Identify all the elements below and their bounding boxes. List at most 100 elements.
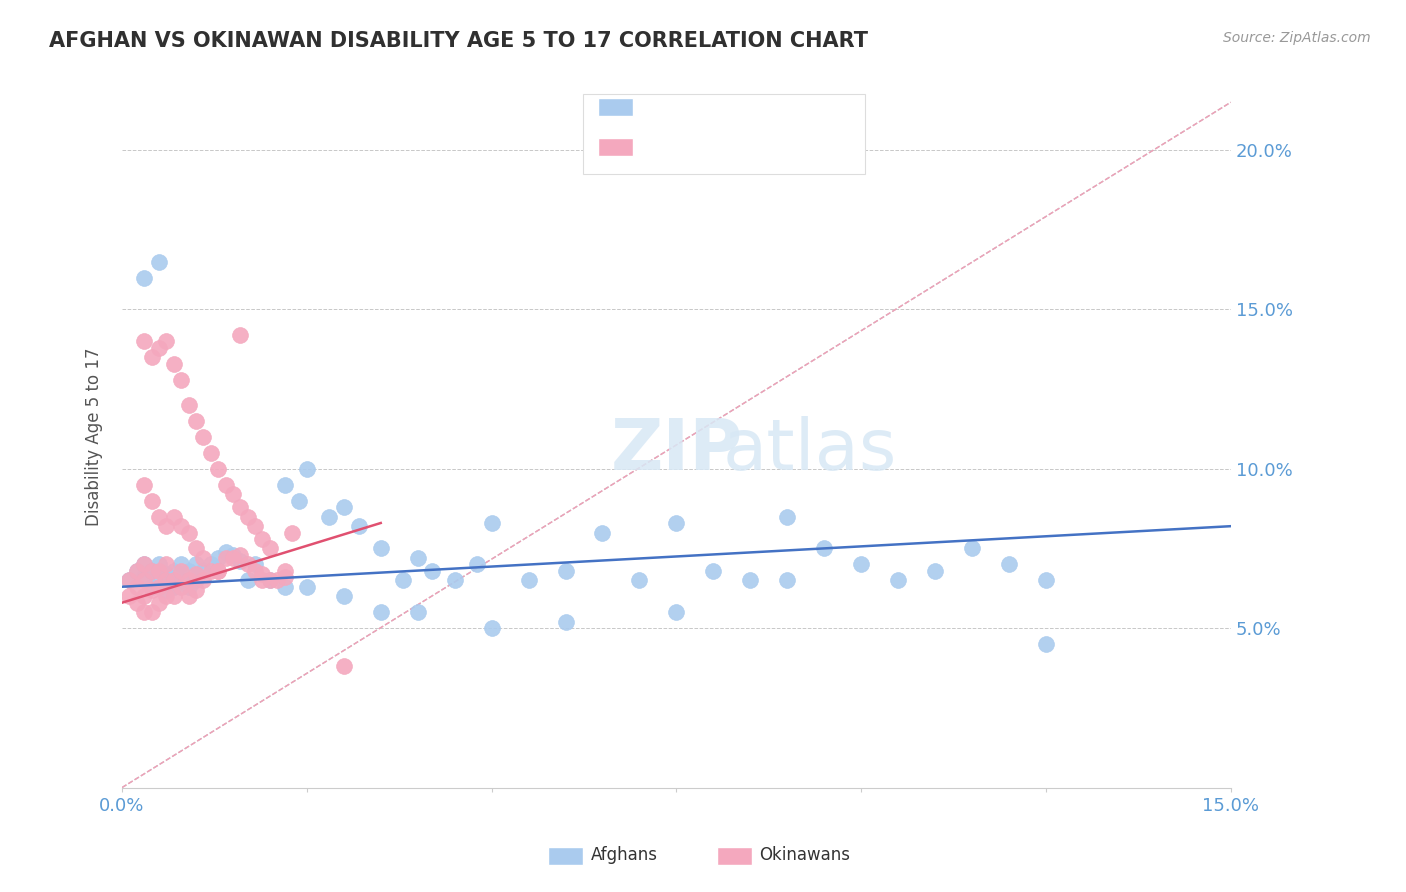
Point	[170, 558, 193, 572]
Point	[148, 574, 170, 588]
Point	[443, 574, 465, 588]
Point	[1035, 637, 1057, 651]
Point	[252, 532, 274, 546]
Point	[125, 564, 148, 578]
Text: Okinawans: Okinawans	[759, 847, 851, 864]
Point	[214, 544, 236, 558]
Point	[118, 574, 141, 588]
Point	[184, 558, 207, 572]
Point	[148, 596, 170, 610]
Point	[163, 590, 186, 604]
Point	[125, 580, 148, 594]
Point	[273, 477, 295, 491]
Point	[259, 574, 281, 588]
Point	[141, 493, 163, 508]
Y-axis label: Disability Age 5 to 17: Disability Age 5 to 17	[86, 348, 103, 526]
Point	[273, 570, 295, 584]
Point	[148, 509, 170, 524]
Point	[148, 580, 170, 594]
Point	[960, 541, 983, 556]
Point	[281, 525, 304, 540]
Point	[200, 564, 222, 578]
Point	[229, 548, 252, 562]
Point	[243, 564, 266, 578]
Point	[665, 516, 688, 530]
Point	[193, 564, 215, 578]
Point	[155, 582, 177, 597]
Point	[141, 580, 163, 594]
Point	[163, 574, 186, 588]
Point	[170, 519, 193, 533]
Point	[776, 509, 799, 524]
Point	[849, 558, 872, 572]
Point	[252, 566, 274, 581]
Point	[776, 574, 799, 588]
Point	[134, 558, 156, 572]
Point	[155, 574, 177, 588]
Point	[207, 564, 229, 578]
Point	[266, 574, 288, 588]
Point	[177, 574, 200, 588]
Point	[222, 487, 245, 501]
Point	[406, 551, 429, 566]
Point	[134, 590, 156, 604]
Point	[207, 564, 229, 578]
Point	[118, 574, 141, 588]
Point	[236, 509, 259, 524]
Point	[148, 341, 170, 355]
Point	[184, 574, 207, 588]
Point	[347, 519, 370, 533]
Point	[554, 564, 576, 578]
Point	[592, 525, 614, 540]
Point	[134, 558, 156, 572]
Text: Afghans: Afghans	[591, 847, 658, 864]
Point	[184, 541, 207, 556]
Point	[243, 558, 266, 572]
Point	[163, 564, 186, 578]
Point	[481, 516, 503, 530]
Point	[481, 621, 503, 635]
Point	[184, 414, 207, 428]
Point	[214, 477, 236, 491]
Point	[406, 605, 429, 619]
Point	[193, 551, 215, 566]
Point	[155, 558, 177, 572]
Point	[222, 551, 245, 566]
Point	[333, 500, 356, 514]
Point	[148, 254, 170, 268]
Point	[177, 580, 200, 594]
Point	[134, 334, 156, 349]
Text: R = 0.253   N = 71: R = 0.253 N = 71	[640, 137, 797, 155]
Point	[813, 541, 835, 556]
Point	[924, 564, 946, 578]
Point	[177, 525, 200, 540]
Point	[170, 564, 193, 578]
Point	[118, 590, 141, 604]
Point	[193, 574, 215, 588]
Point	[141, 605, 163, 619]
Point	[163, 580, 186, 594]
Point	[273, 564, 295, 578]
Point	[177, 564, 200, 578]
Point	[998, 558, 1021, 572]
Point	[207, 462, 229, 476]
Point	[170, 373, 193, 387]
Point	[517, 574, 540, 588]
Text: atlas: atlas	[723, 417, 897, 485]
Point	[1035, 574, 1057, 588]
Point	[184, 582, 207, 597]
Point	[163, 574, 186, 588]
Point	[134, 270, 156, 285]
Point	[214, 551, 236, 566]
Point	[193, 430, 215, 444]
Point	[125, 564, 148, 578]
Point	[170, 580, 193, 594]
Point	[243, 519, 266, 533]
Point	[252, 574, 274, 588]
Point	[155, 519, 177, 533]
Point	[155, 334, 177, 349]
Point	[333, 659, 356, 673]
Point	[295, 462, 318, 476]
Point	[141, 564, 163, 578]
Point	[370, 541, 392, 556]
